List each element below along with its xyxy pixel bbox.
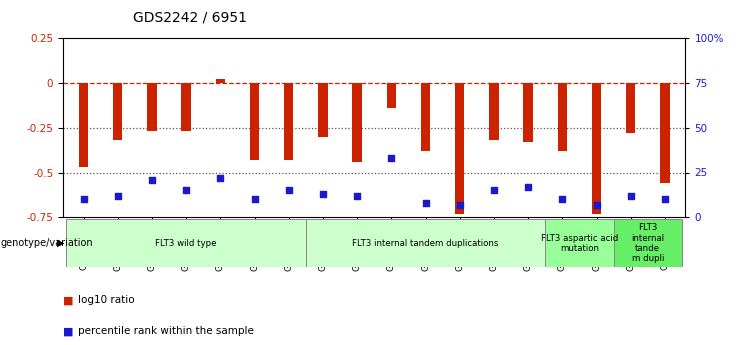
Bar xyxy=(387,83,396,108)
Point xyxy=(317,191,329,197)
Bar xyxy=(182,83,191,131)
Text: FLT3
internal
tande
m dupli: FLT3 internal tande m dupli xyxy=(631,223,665,263)
Point xyxy=(283,188,295,193)
Bar xyxy=(455,83,465,214)
Point xyxy=(78,197,90,202)
Bar xyxy=(626,83,636,133)
Bar xyxy=(216,79,225,83)
Point xyxy=(248,197,260,202)
Point xyxy=(522,184,534,190)
Point xyxy=(488,188,500,193)
Bar xyxy=(421,83,431,151)
Point xyxy=(214,175,226,181)
Bar xyxy=(79,83,88,167)
Bar xyxy=(489,83,499,140)
Bar xyxy=(306,219,545,267)
Point xyxy=(112,193,124,199)
Text: ▶: ▶ xyxy=(57,238,64,248)
Bar xyxy=(67,219,306,267)
Point xyxy=(385,155,397,161)
Bar xyxy=(113,83,122,140)
Point xyxy=(180,188,192,193)
Text: FLT3 internal tandem duplications: FLT3 internal tandem duplications xyxy=(352,239,499,248)
Point xyxy=(351,193,363,199)
Point xyxy=(625,193,637,199)
Bar xyxy=(318,83,328,137)
Bar xyxy=(545,219,614,267)
Bar xyxy=(147,83,156,131)
Bar xyxy=(557,83,567,151)
Text: ■: ■ xyxy=(63,326,73,336)
Point xyxy=(453,202,465,208)
Bar xyxy=(592,83,601,214)
Bar xyxy=(523,83,533,142)
Bar xyxy=(614,219,682,267)
Text: percentile rank within the sample: percentile rank within the sample xyxy=(78,326,253,336)
Text: FLT3 aspartic acid
mutation: FLT3 aspartic acid mutation xyxy=(541,234,618,253)
Text: GDS2242 / 6951: GDS2242 / 6951 xyxy=(133,10,247,24)
Point xyxy=(659,197,671,202)
Point xyxy=(419,200,431,206)
Point xyxy=(591,202,602,208)
Bar xyxy=(352,83,362,162)
Text: log10 ratio: log10 ratio xyxy=(78,295,134,305)
Point xyxy=(556,197,568,202)
Text: ■: ■ xyxy=(63,295,73,305)
Text: FLT3 wild type: FLT3 wild type xyxy=(156,239,217,248)
Text: genotype/variation: genotype/variation xyxy=(1,238,93,248)
Bar xyxy=(250,83,259,160)
Point xyxy=(146,177,158,183)
Bar xyxy=(284,83,293,160)
Bar xyxy=(660,83,670,183)
